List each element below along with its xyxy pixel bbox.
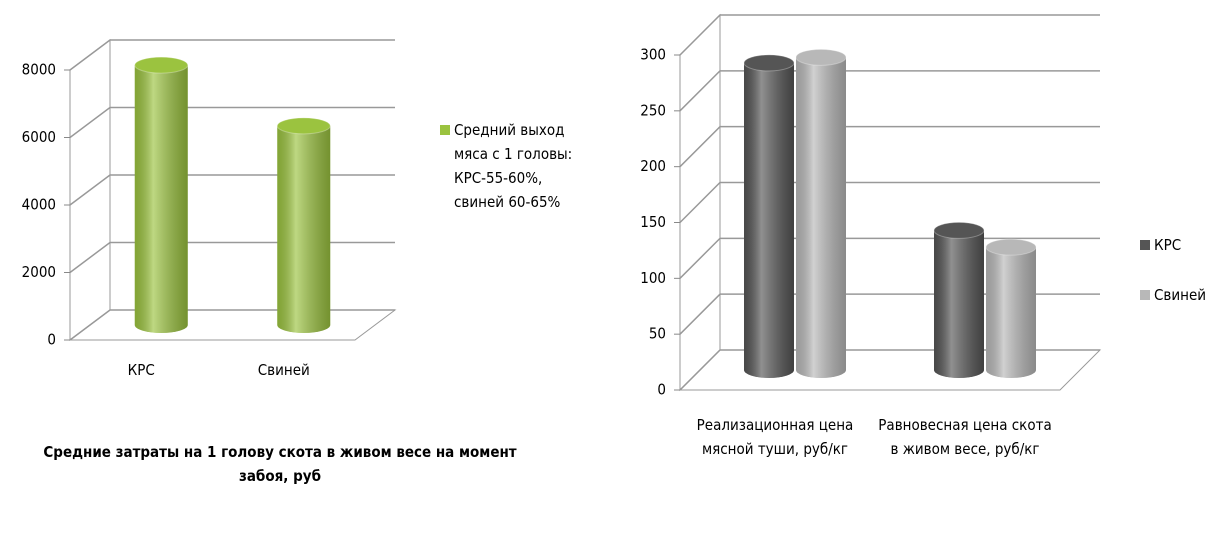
x-tick-label: КРС: [127, 361, 155, 379]
grid-line: [679, 237, 1100, 279]
y-tick-label: 2000: [22, 263, 56, 281]
x-tick-label: Свиней: [257, 361, 310, 379]
y-tick-label: 0: [657, 381, 666, 399]
bar-shade: [796, 57, 846, 378]
floor: [678, 349, 1102, 391]
grid-line: [679, 349, 1100, 391]
bar-top: [743, 54, 795, 72]
grid-line: [679, 293, 1100, 335]
y-tick-label: 200: [640, 157, 666, 175]
bar-top: [276, 117, 331, 135]
legend-label: Свиней: [1154, 286, 1207, 304]
x-tick-label: Реализационная цена мясной туши, руб/кг: [696, 416, 854, 458]
bar-shade: [134, 65, 188, 333]
legend-swatch: [1140, 240, 1150, 250]
chart-title: Средние затраты на 1 голову скота в живо…: [43, 443, 517, 485]
grid-line: [679, 125, 1100, 168]
legend-swatch: [440, 125, 450, 135]
bar-top: [795, 48, 847, 66]
grid-line: [69, 174, 395, 206]
y-tick-label: 0: [47, 331, 56, 349]
y-tick-label: 100: [640, 269, 666, 287]
grid-line: [69, 39, 395, 71]
y-tick-label: 150: [640, 213, 666, 231]
bar-shade: [986, 247, 1036, 378]
grid-line: [69, 241, 395, 274]
grid-line: [679, 70, 1100, 112]
bar-shade: [277, 125, 331, 333]
bar-top: [933, 221, 985, 239]
legend-label: КРС: [1154, 236, 1182, 254]
floor: [68, 309, 397, 341]
y-tick-label: 8000: [22, 61, 56, 79]
legend-swatch: [1140, 290, 1150, 300]
y-tick-label: 300: [640, 46, 666, 64]
legend-label: Средний выход мяса с 1 головы: КРС-55-60…: [454, 121, 573, 211]
grid-line: [679, 14, 1100, 56]
grid-line: [69, 106, 395, 139]
grid-line: [69, 309, 395, 341]
y-tick-label: 6000: [22, 128, 56, 146]
y-tick-label: 250: [640, 101, 666, 119]
bar-shade: [744, 62, 794, 379]
x-tick-label: Равновесная цена скота в живом весе, руб…: [878, 416, 1052, 458]
y-tick-label: 4000: [22, 196, 56, 214]
bar-top: [134, 56, 189, 74]
y-tick-label: 50: [649, 325, 666, 343]
grid-line: [679, 181, 1100, 224]
bar-shade: [934, 230, 984, 378]
bar-top: [985, 238, 1037, 256]
